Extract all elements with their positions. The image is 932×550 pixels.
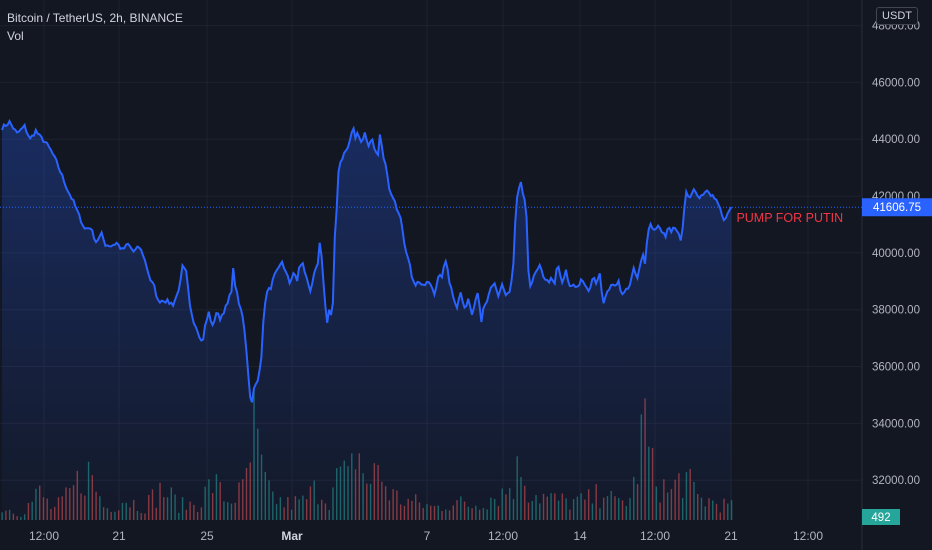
last-price-tag: 41606.75 [862,198,932,217]
time-axis-tick-label: Mar [281,529,303,543]
last-price-tag-bg [862,198,932,217]
currency-button[interactable]: USDT [876,7,918,25]
time-axis-tick-label: 12:00 [793,529,823,543]
price-axis-tick-label: 48000.00 [872,21,920,33]
symbol-title[interactable]: Bitcoin / TetherUS, 2h, BINANCE [7,11,183,25]
price-axis-tick-label: 40000.00 [872,248,920,260]
price-axis-tick-label: 36000.00 [872,362,920,374]
last-volume-tag-label: 492 [871,512,890,524]
price-axis[interactable]: 48000.0046000.0044000.0042000.0040000.00… [872,21,920,488]
chart-annotation: PUMP FOR PUTIN [736,211,843,225]
last-price-tag-label: 41606.75 [873,202,921,214]
time-axis-tick-label: 21 [724,529,738,543]
time-axis-tick-label: 7 [424,529,431,543]
price-axis-tick-label: 32000.00 [872,475,920,487]
price-axis-tick-label: 44000.00 [872,134,920,146]
time-axis[interactable]: 12:00 21 25 Mar 7 12:00 14 12:00 21 12:00 [29,529,823,543]
price-axis-tick-label: 34000.00 [872,418,920,430]
last-volume-tag-bg [862,509,900,525]
price-series-line [1,118,733,403]
time-axis-tick-label: 12:00 [640,529,670,543]
price-area-fill [2,121,732,520]
time-axis-tick-label: 25 [200,529,214,543]
volume-indicator-label[interactable]: Vol [7,29,24,43]
time-axis-tick-label: 12:00 [488,529,518,543]
time-axis-tick-label: 14 [573,529,587,543]
chart-legend: Bitcoin / TetherUS, 2h, BINANCE Vol [7,10,183,44]
price-axis-tick-label: 38000.00 [872,305,920,317]
time-axis-tick-label: 12:00 [29,529,59,543]
time-axis-tick-label: 21 [112,529,126,543]
last-volume-tag: 492 [862,509,900,525]
volume-bar [730,500,733,520]
price-axis-tick-label: 46000.00 [872,77,920,89]
